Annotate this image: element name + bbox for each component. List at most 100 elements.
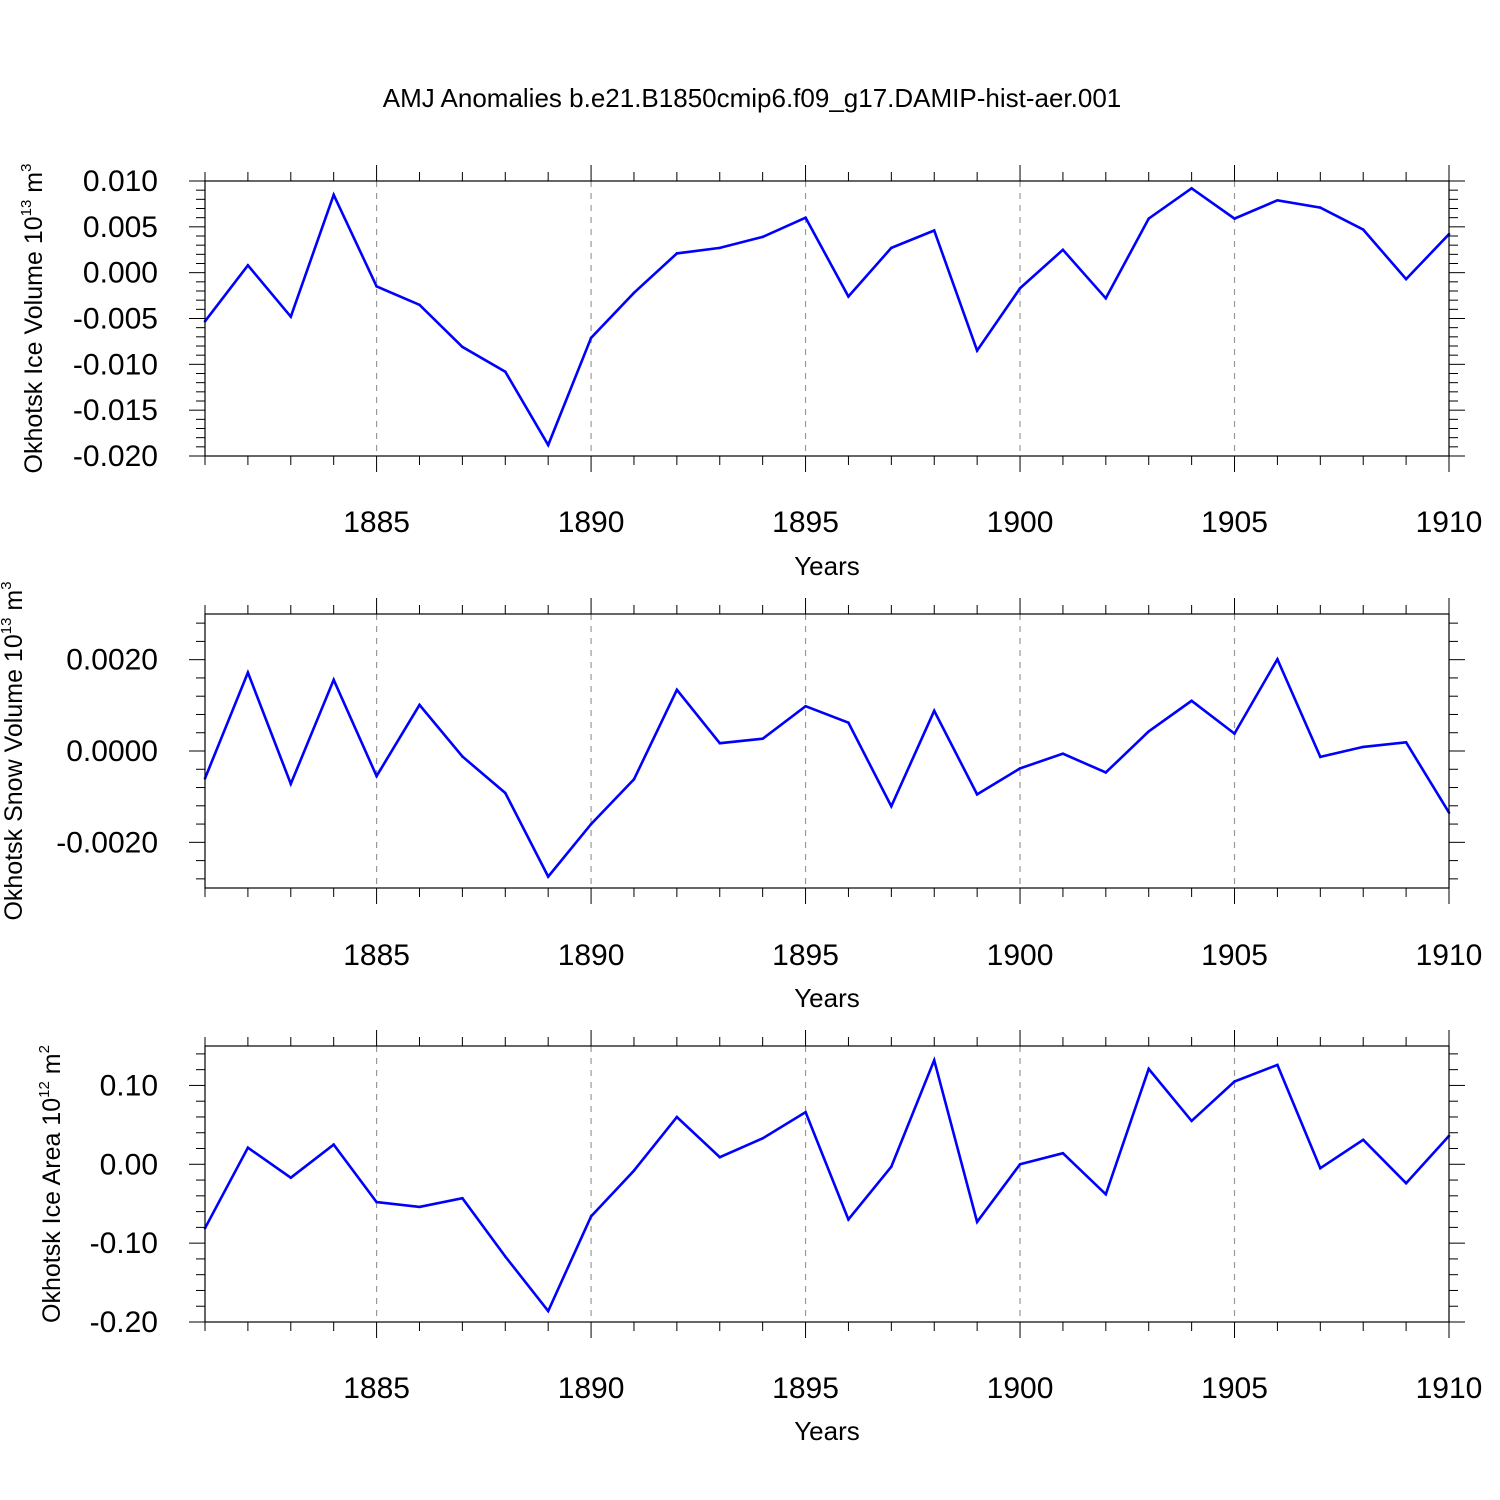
y-tick-label: 0.00	[100, 1148, 158, 1181]
data-point	[675, 688, 679, 692]
tick-marks	[189, 1030, 1465, 1338]
data-point	[1061, 248, 1065, 252]
data-point	[1147, 1067, 1151, 1071]
x-tick-label: 1895	[772, 506, 839, 539]
data-line	[203, 656, 1451, 879]
y-tick-label: -0.015	[73, 394, 158, 427]
data-point	[718, 246, 722, 250]
x-tick-label: 1910	[1416, 1372, 1483, 1405]
data-point	[1319, 1166, 1322, 1170]
y-axis-title: Okhotsk Ice Area 1012 m2	[36, 1045, 66, 1323]
data-point	[332, 193, 335, 197]
x-tick-label: 1885	[343, 506, 410, 539]
data-point	[847, 1218, 850, 1221]
data-point	[246, 1146, 250, 1150]
x-tick-label: 1890	[558, 506, 625, 539]
data-point	[461, 1196, 464, 1200]
data-point	[546, 1309, 550, 1313]
y-tick-label: 0.0020	[66, 644, 158, 677]
data-point	[890, 246, 893, 250]
data-point	[761, 737, 764, 740]
y-axis-title: Okhotsk Ice Volume 1013 m3	[18, 164, 48, 474]
data-point	[589, 1215, 593, 1218]
x-tick-label: 1910	[1416, 506, 1483, 539]
x-tick-label: 1890	[558, 939, 625, 972]
data-point	[246, 264, 250, 267]
x-tick-label: 1905	[1201, 506, 1268, 539]
y-tick-label: 0.10	[100, 1069, 158, 1102]
data-point	[718, 1155, 722, 1159]
data-point	[1404, 277, 1408, 281]
panel-3: 1885 1890 1895 1900 1905 1910 0.10 0.00 -0.10 -0.…	[36, 1030, 1482, 1446]
y-tick-label: -0.0020	[56, 826, 158, 859]
data-point	[1061, 1151, 1065, 1155]
data-point	[1018, 286, 1022, 290]
data-point	[675, 1115, 679, 1119]
panels: 1885 1890 1895 1900 1905 1910 0.010 0.005 0.000 -…	[0, 164, 1482, 1446]
data-point	[375, 1200, 378, 1204]
data-point	[375, 285, 378, 288]
data-point	[461, 755, 464, 758]
y-tick-label: 0.000	[83, 257, 158, 290]
y-axis-title: Okhotsk Snow Volume 1013 m3	[0, 581, 28, 920]
y-tick-label: -0.010	[73, 348, 158, 381]
data-point	[632, 291, 636, 295]
data-point	[932, 229, 936, 232]
data-point	[1233, 732, 1236, 735]
data-point	[890, 804, 893, 808]
data-point	[589, 822, 593, 826]
x-tick-label: 1910	[1416, 939, 1483, 972]
data-point	[1147, 217, 1151, 220]
y-tick-label: -0.10	[90, 1227, 158, 1260]
data-point	[1276, 198, 1279, 202]
data-point	[418, 1205, 421, 1209]
data-point	[1361, 745, 1365, 749]
x-tick-label: 1900	[987, 1372, 1054, 1405]
x-tick-label: 1905	[1201, 939, 1268, 972]
chart-title: AMJ Anomalies b.e21.B1850cmip6.f09_g17.D…	[383, 83, 1122, 113]
data-point	[804, 704, 807, 708]
data-point	[589, 336, 593, 340]
data-point	[1190, 699, 1193, 703]
data-point	[1361, 228, 1365, 231]
data-point	[1190, 187, 1193, 190]
x-axis-title: Years	[794, 1416, 860, 1446]
data-line	[203, 186, 1450, 448]
x-tick-label: 1890	[558, 1372, 625, 1405]
data-point	[375, 774, 378, 778]
data-point	[1018, 1162, 1022, 1166]
data-point	[847, 295, 850, 298]
data-point	[1276, 1063, 1279, 1067]
data-point	[1404, 741, 1408, 744]
data-point	[332, 678, 335, 682]
plot-frame	[204, 1045, 1450, 1323]
x-tick-label: 1885	[343, 939, 410, 972]
data-point	[1018, 767, 1022, 770]
x-axis-title: Years	[794, 983, 860, 1013]
data-point	[1061, 752, 1065, 756]
data-point	[503, 370, 507, 373]
data-point	[675, 252, 679, 255]
data-point	[546, 443, 550, 447]
data-point	[1276, 657, 1279, 661]
y-tick-label: 0.010	[83, 165, 158, 198]
data-point	[761, 235, 764, 239]
data-point	[289, 1176, 293, 1179]
data-point	[1404, 1181, 1408, 1185]
x-tick-label: 1895	[772, 939, 839, 972]
data-point	[1319, 206, 1322, 209]
x-axis-title: Years	[794, 551, 860, 581]
tick-marks	[189, 165, 1465, 472]
x-tick-label: 1905	[1201, 1372, 1268, 1405]
y-tick-label: -0.005	[73, 303, 158, 336]
data-point	[246, 671, 250, 674]
data-point	[804, 1110, 807, 1114]
data-point	[332, 1143, 335, 1146]
plot-frame	[204, 613, 1450, 889]
data-point	[975, 1220, 979, 1224]
data-line	[203, 1056, 1450, 1314]
x-tick-label: 1895	[772, 1372, 839, 1405]
data-point	[1104, 297, 1108, 300]
y-tick-label: 0.005	[83, 211, 158, 244]
